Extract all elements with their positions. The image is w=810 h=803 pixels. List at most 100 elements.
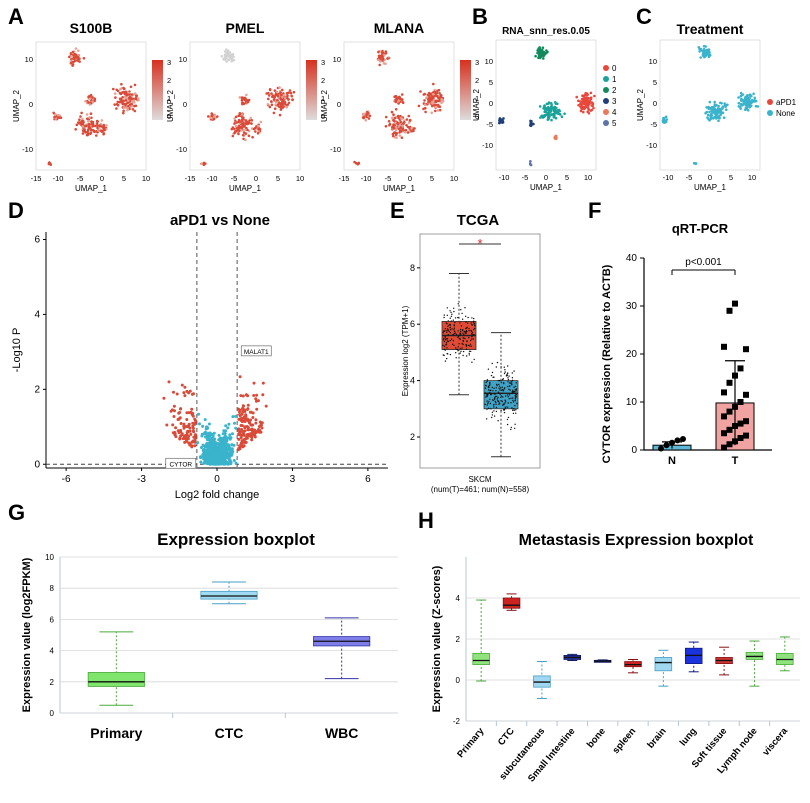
umap-cell-point: [589, 91, 593, 95]
tcga-sample-point: [462, 343, 464, 346]
umap-cell-point: [386, 57, 389, 60]
volcano-gene-point: [230, 453, 234, 457]
umap-cell-point: [709, 115, 713, 119]
tcga-sample-point: [485, 381, 487, 384]
umap-cell-point: [247, 134, 251, 138]
tcga-sample-point: [511, 377, 514, 379]
umap-cell-point: [382, 62, 386, 65]
tcga-sample-point: [497, 379, 499, 382]
umap-cell-point: [737, 96, 740, 99]
tcga-sample-point: [505, 375, 508, 377]
volcano-gene-point: [254, 397, 258, 401]
umap-cell-point: [403, 130, 407, 134]
volcano-gene-point: [174, 426, 178, 430]
umap-cell-point: [584, 91, 587, 95]
tcga-sample-point: [499, 389, 501, 391]
tcga-sample-point: [457, 330, 459, 332]
volcano-gene-point: [179, 407, 182, 411]
tcga-sample-point: [444, 328, 446, 330]
umap-y-label: UMAP_2: [12, 89, 21, 122]
legend-swatch: [603, 98, 609, 104]
volcano-gene-point: [221, 440, 225, 443]
tcga-sample-point: [512, 412, 515, 415]
umap-cell-point: [439, 94, 443, 97]
umap-cell-point: [391, 116, 395, 119]
volcano-gene-point: [226, 456, 230, 460]
umap-cell-point: [84, 100, 87, 103]
panel-f-title: qRT-PCR: [672, 221, 729, 236]
panel-h-title: Metastasis Expression boxplot: [519, 532, 754, 549]
tcga-sample-point: [446, 331, 448, 334]
qpcr-sample-point: [726, 408, 733, 415]
tcga-sample-point: [511, 379, 514, 381]
volcano-gene-point: [246, 417, 249, 421]
tcga-sample-point: [472, 328, 475, 331]
volcano-y-tick: 4: [34, 309, 40, 320]
tcga-sample-point: [449, 353, 452, 356]
umap-cell-point: [87, 124, 90, 127]
umap-cell-point: [528, 162, 532, 165]
umap-cell-point: [551, 112, 555, 116]
tcga-sample-point: [500, 380, 502, 382]
tcga-sample-point: [494, 396, 496, 398]
volcano-gene-point: [227, 445, 231, 449]
tcga-sample-point: [500, 396, 502, 398]
umap-cell-point: [544, 110, 548, 114]
umap-cell-point: [593, 94, 596, 98]
qpcr-sample-point: [674, 437, 681, 444]
umap-cell-point: [748, 102, 751, 105]
tcga-sample-point: [465, 343, 467, 346]
umap-cell-point: [367, 117, 371, 120]
volcano-gene-point: [208, 441, 211, 445]
umap-cell-point: [88, 97, 92, 101]
volcano-gene-point: [190, 445, 194, 449]
volcano-gene-point: [231, 432, 234, 436]
tcga-sample-point: [453, 325, 455, 327]
umap-cell-point: [434, 99, 438, 103]
tcga-sample-point: [513, 370, 515, 372]
umap-y-tick: 10: [25, 55, 33, 64]
umap-x-tick: 10: [142, 174, 150, 183]
umap-cell-point: [87, 101, 90, 104]
qpcr-sample-point: [732, 372, 738, 379]
umap-cell-point: [72, 56, 76, 59]
tcga-sample-point: [511, 407, 513, 409]
umap-cell-point: [384, 51, 388, 55]
tcga-sample-point: [510, 402, 512, 404]
tcga-sample-point: [449, 317, 451, 319]
box-category-label: CTC: [496, 726, 517, 748]
umap-x-tick: -10: [53, 174, 64, 183]
volcano-gene-point: [241, 394, 245, 398]
volcano-gene-point: [223, 438, 227, 442]
umap-cell-point: [419, 90, 422, 93]
tcga-sample-point: [444, 336, 446, 338]
volcano-gene-point: [214, 462, 218, 466]
umap-cell-point: [57, 116, 61, 119]
volcano-gene-point: [240, 439, 244, 443]
box-y-tick: 4: [50, 647, 55, 656]
tcga-sample-point: [493, 406, 495, 408]
umap-cell-point: [377, 54, 381, 58]
tcga-sample-point: [470, 339, 472, 342]
tcga-sample-point: [510, 428, 512, 431]
tcga-sample-point: [465, 315, 467, 317]
umap-cell-point: [124, 99, 128, 102]
umap-cell-point: [417, 104, 421, 108]
umap-cell-point: [543, 113, 547, 117]
volcano-gene-point: [214, 445, 218, 449]
umap-cell-point: [438, 105, 442, 108]
umap-y-tick: 5: [653, 78, 657, 87]
umap-cell-point: [362, 113, 365, 117]
volcano-gene-label: CYTOR: [169, 461, 192, 468]
umap-cell-point: [244, 119, 248, 122]
tcga-sample-point: [471, 335, 473, 338]
umap-cell-point: [365, 112, 369, 116]
umap-cell-point: [756, 105, 760, 108]
volcano-gene-point: [223, 454, 227, 458]
umap-cell-point: [113, 92, 117, 95]
volcano-gene-point: [191, 439, 195, 443]
umap-cell-point: [114, 96, 117, 99]
tcga-sample-point: [460, 309, 462, 311]
tcga-sample-point: [466, 355, 468, 357]
umap-cell-point: [577, 103, 580, 107]
